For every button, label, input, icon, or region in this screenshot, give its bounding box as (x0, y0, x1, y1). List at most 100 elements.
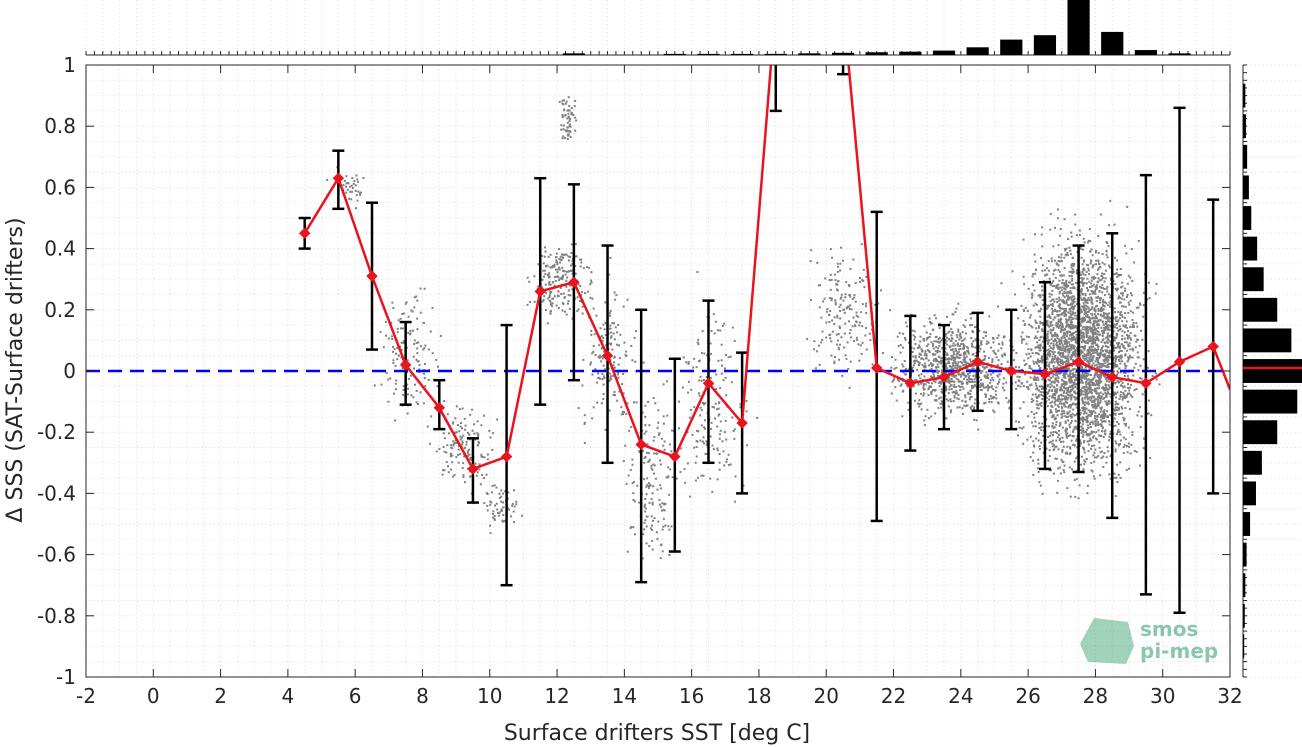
scatter-point (839, 269, 842, 272)
scatter-point (1060, 416, 1063, 419)
scatter-point (1117, 355, 1120, 358)
scatter-point (1049, 367, 1052, 370)
scatter-point (970, 396, 973, 399)
scatter-point (646, 515, 649, 518)
scatter-point (1109, 477, 1112, 480)
scatter-point (833, 356, 836, 359)
scatter-point (1085, 286, 1088, 289)
scatter-point (940, 380, 943, 383)
scatter-point (1086, 299, 1089, 302)
scatter-point (401, 327, 404, 330)
scatter-point (1002, 382, 1005, 385)
scatter-point (651, 548, 654, 551)
scatter-point (849, 295, 852, 298)
scatter-point (1095, 304, 1098, 307)
scatter-point (633, 500, 636, 503)
scatter-point (692, 366, 695, 369)
scatter-point (958, 353, 961, 356)
scatter-point (445, 451, 448, 454)
scatter-point (1119, 439, 1122, 442)
scatter-point (1070, 283, 1073, 286)
scatter-point (951, 391, 954, 394)
scatter-point (1075, 281, 1078, 284)
scatter-point (1057, 399, 1060, 402)
scatter-point (1051, 425, 1054, 428)
scatter-point (920, 408, 923, 411)
scatter-point (963, 377, 966, 380)
scatter-point (843, 332, 846, 335)
scatter-point (693, 406, 696, 409)
scatter-point (565, 313, 568, 316)
scatter-point (836, 339, 839, 342)
scatter-point (661, 528, 664, 531)
scatter-point (1060, 440, 1063, 443)
scatter-point (968, 398, 971, 401)
scatter-point (986, 373, 989, 376)
scatter-point (1082, 248, 1085, 251)
scatter-point (620, 406, 623, 409)
scatter-point (613, 366, 616, 369)
scatter-point (1133, 261, 1136, 264)
scatter-point (1098, 397, 1101, 400)
scatter-point (991, 396, 994, 399)
scatter-point (1095, 367, 1098, 370)
scatter-point (698, 394, 701, 397)
scatter-point (928, 364, 931, 367)
scatter-point (1039, 310, 1042, 313)
scatter-point (1058, 309, 1061, 312)
scatter-point (951, 337, 954, 340)
scatter-point (1128, 303, 1131, 306)
scatter-point (1041, 422, 1044, 425)
scatter-point (416, 299, 419, 302)
scatter-point (961, 373, 964, 376)
scatter-point (821, 338, 824, 341)
scatter-point (838, 343, 841, 346)
scatter-point (526, 276, 529, 279)
scatter-point (1070, 264, 1073, 267)
scatter-point (1082, 356, 1085, 359)
scatter-point (995, 356, 998, 359)
scatter-point (406, 393, 409, 396)
scatter-point (1064, 395, 1067, 398)
scatter-point (1133, 389, 1136, 392)
scatter-point (1077, 497, 1080, 500)
scatter-point (694, 479, 697, 482)
scatter-point (1089, 259, 1092, 262)
scatter-point (543, 269, 546, 272)
scatter-point (1087, 306, 1090, 309)
scatter-point (1102, 412, 1105, 415)
scatter-point (1047, 341, 1050, 344)
scatter-point (647, 400, 650, 403)
scatter-point (560, 128, 563, 131)
scatter-point (504, 490, 507, 493)
scatter-point (574, 272, 577, 275)
scatter-point (1046, 356, 1049, 359)
scatter-point (1040, 233, 1043, 236)
scatter-point (643, 505, 646, 508)
scatter-point (1146, 298, 1149, 301)
scatter-point (1100, 395, 1103, 398)
scatter-point (645, 430, 648, 433)
scatter-point (659, 557, 662, 560)
scatter-point (1107, 384, 1110, 387)
scatter-point (1088, 293, 1091, 296)
scatter-point (664, 524, 667, 527)
scatter-point (834, 301, 837, 304)
scatter-point (1037, 458, 1040, 461)
scatter-point (700, 474, 703, 477)
scatter-point (451, 422, 454, 425)
scatter-point (1097, 313, 1100, 316)
scatter-point (389, 377, 392, 380)
scatter-point (819, 284, 822, 287)
scatter-point (1037, 462, 1040, 465)
scatter-point (1084, 354, 1087, 357)
scatter-point (474, 438, 477, 441)
scatter-point (443, 437, 446, 440)
scatter-point (1065, 367, 1068, 370)
scatter-point (1052, 359, 1055, 362)
scatter-point (1119, 476, 1122, 479)
scatter-point (600, 347, 603, 350)
scatter-point (1090, 410, 1093, 413)
scatter-point (725, 458, 728, 461)
scatter-point (463, 417, 466, 420)
